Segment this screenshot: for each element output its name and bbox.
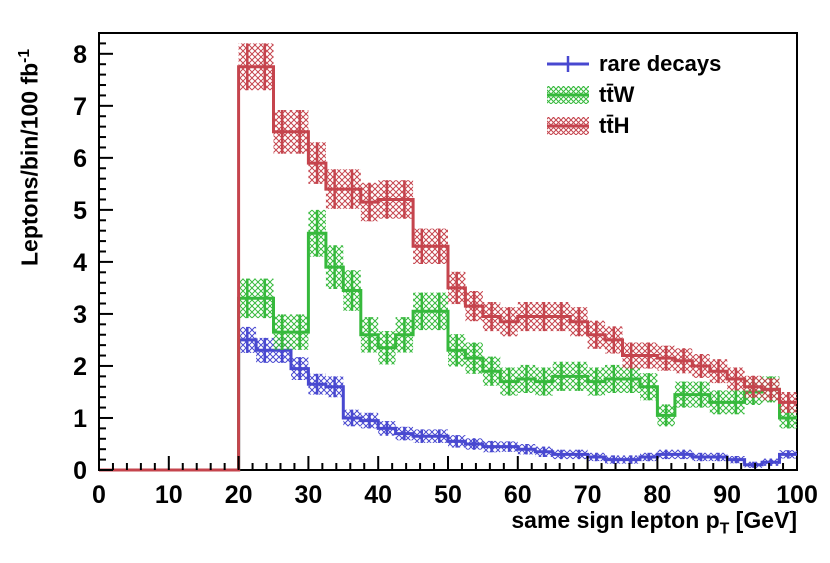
y-tick-label: 6 bbox=[73, 145, 87, 173]
x-tick-label: 60 bbox=[504, 481, 532, 509]
x-tick-label: 100 bbox=[776, 481, 818, 509]
x-tick-label: 20 bbox=[225, 481, 253, 509]
legend-item-ttw: tt̄W bbox=[546, 81, 721, 108]
x-axis-title-subscript: T bbox=[719, 520, 730, 538]
rare-decays-errorbar-icon bbox=[547, 55, 589, 72]
legend-item-rare-decays: rare decays bbox=[546, 50, 721, 77]
x-tick-label: 0 bbox=[92, 481, 106, 509]
y-tick-label: 3 bbox=[73, 301, 87, 329]
legend-label-ttw: tt̄W bbox=[599, 81, 635, 107]
legend: rare decays tt̄W tt̄H bbox=[546, 50, 721, 139]
x-tick-label: 50 bbox=[434, 481, 462, 509]
y-tick-label: 0 bbox=[73, 457, 87, 485]
tth-hatched-band-icon bbox=[547, 116, 589, 135]
x-tick-label: 90 bbox=[713, 481, 741, 509]
x-tick-label: 30 bbox=[294, 481, 322, 509]
y-tick-label: 5 bbox=[73, 197, 87, 225]
y-axis-title-text: Leptons/bin/100 fb bbox=[16, 62, 43, 266]
y-tick-label: 7 bbox=[73, 93, 87, 121]
y-tick-label: 1 bbox=[73, 405, 87, 433]
x-axis-title-text: same sign lepton p bbox=[511, 507, 720, 533]
x-tick-label: 10 bbox=[155, 481, 183, 509]
ttw-hatched-band-icon bbox=[547, 85, 589, 104]
y-tick-label: 8 bbox=[73, 41, 87, 69]
x-axis-title-unit: [GeV] bbox=[729, 507, 797, 533]
legend-item-tth: tt̄H bbox=[546, 112, 721, 139]
y-axis-title-exponent: -1 bbox=[16, 48, 33, 63]
x-tick-label: 80 bbox=[643, 481, 671, 509]
legend-label-rare-decays: rare decays bbox=[599, 50, 722, 76]
x-tick-label: 70 bbox=[574, 481, 602, 509]
series-tt-h bbox=[99, 43, 797, 472]
y-axis-title: Leptons/bin/100 fb-1 bbox=[16, 49, 44, 266]
x-tick-label: 40 bbox=[364, 481, 392, 509]
y-tick-label: 4 bbox=[73, 249, 87, 277]
x-axis-title: same sign lepton pT [GeV] bbox=[511, 507, 797, 539]
y-tick-label: 2 bbox=[73, 353, 87, 381]
legend-label-tth: tt̄H bbox=[599, 112, 630, 138]
series-tt-w bbox=[99, 209, 797, 472]
